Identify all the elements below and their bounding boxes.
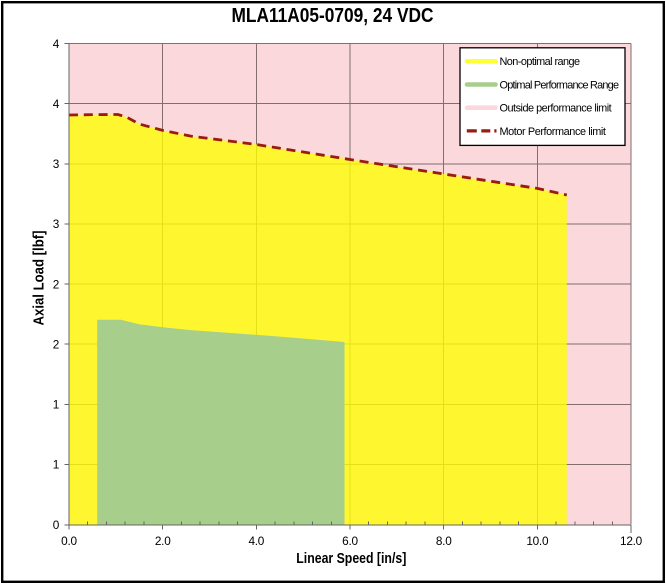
svg-text:4: 4 [53,37,60,51]
svg-text:3: 3 [53,217,60,231]
svg-text:8.0: 8.0 [436,534,452,548]
svg-text:10.0: 10.0 [526,534,549,548]
svg-text:3: 3 [53,157,60,171]
svg-text:4: 4 [53,97,60,111]
svg-text:2: 2 [53,277,59,291]
svg-text:4.0: 4.0 [248,534,264,548]
svg-text:Outside performance limit: Outside performance limit [500,103,612,115]
svg-text:6.0: 6.0 [342,534,358,548]
svg-text:2: 2 [53,337,59,351]
svg-text:Optimal Performance Range: Optimal Performance Range [500,79,620,91]
svg-text:Motor Performance limit: Motor Performance limit [500,126,606,138]
svg-text:Axial Load [lbf]: Axial Load [lbf] [32,231,48,326]
svg-text:0.0: 0.0 [61,534,77,548]
svg-text:1: 1 [53,458,59,472]
svg-text:2.0: 2.0 [155,534,171,548]
svg-text:MLA11A05-0709, 24 VDC: MLA11A05-0709, 24 VDC [232,5,434,27]
svg-text:12.0: 12.0 [620,534,643,548]
svg-text:Non-optimal range: Non-optimal range [500,56,581,68]
svg-text:1: 1 [53,398,59,412]
svg-text:0: 0 [53,518,60,532]
svg-text:Linear Speed [in/s]: Linear Speed [in/s] [296,551,406,567]
